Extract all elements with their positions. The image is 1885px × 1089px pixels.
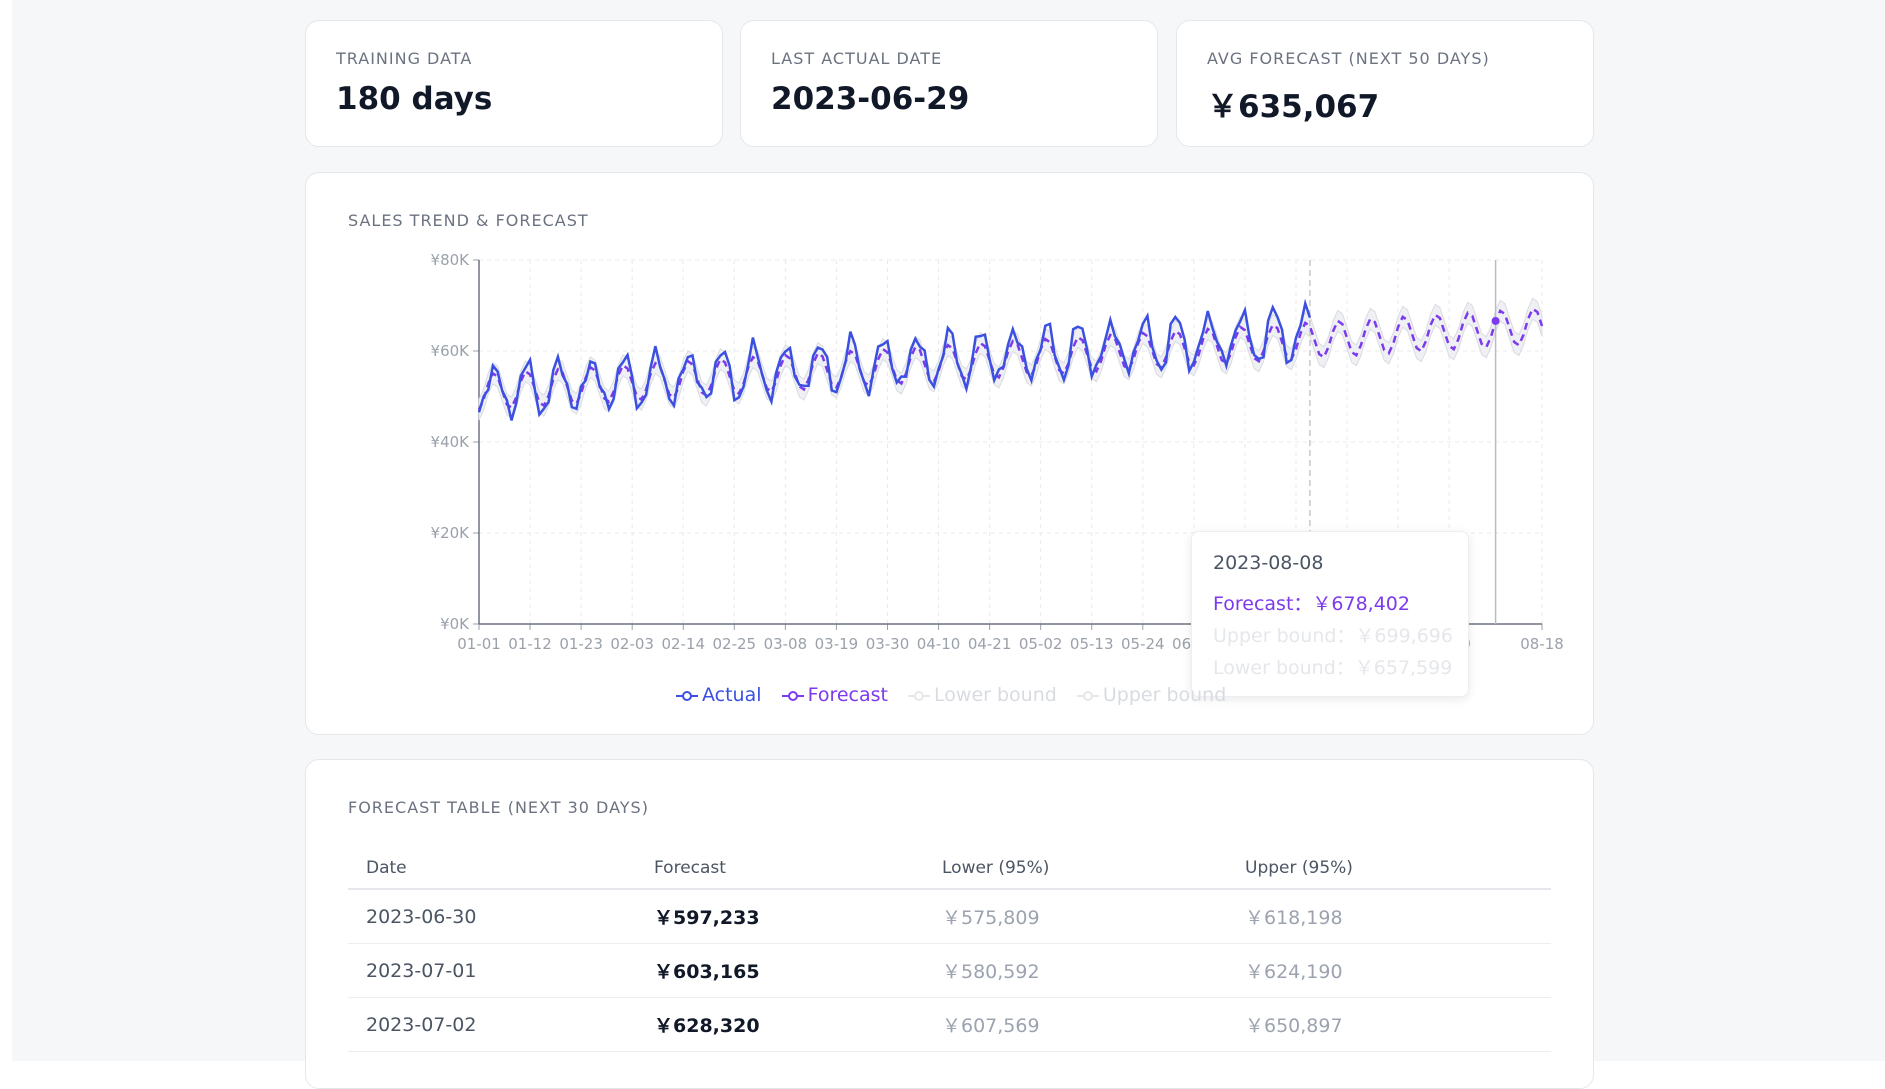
cell-date: 2023-07-02 [348, 997, 636, 1052]
x-tick-label: 01-12 [508, 635, 552, 653]
stat-value: 2023-06-29 [771, 81, 970, 117]
stat-card-last-actual-date: LAST ACTUAL DATE 2023-06-29 [740, 20, 1158, 147]
stat-card-avg-forecast: AVG FORECAST (NEXT 50 DAYS) ￥635,067 [1176, 20, 1594, 147]
col-date-header: Date [348, 848, 636, 890]
chart-tooltip: 2023-08-08 Forecast：￥678,402 Upper bound… [1191, 531, 1469, 697]
cell-lower: ￥580,592 [924, 943, 1227, 998]
tooltip-forecast: Forecast：￥678,402 [1213, 593, 1410, 615]
chart-legend: Actual Forecast Lower bound Upper bound [676, 684, 1240, 706]
table-header-row: Date Forecast Lower (95%) Upper (95%) [348, 848, 1551, 890]
cell-lower: ￥607,569 [924, 997, 1227, 1052]
tooltip-upper-bound: Upper bound：￥699,696 [1213, 625, 1453, 647]
y-tick-label: ¥40K [431, 433, 471, 451]
stat-label: LAST ACTUAL DATE [771, 49, 943, 68]
cell-lower: ￥575,809 [924, 889, 1227, 944]
x-tick-label: 02-14 [661, 635, 705, 653]
cell-date: 2023-06-30 [348, 889, 636, 944]
chart-card: SALES TREND & FORECAST ¥0K ¥20K ¥40K ¥60K ¥8… [305, 172, 1594, 735]
legend-upper-bound[interactable]: Upper bound [1076, 684, 1227, 706]
x-tick-label: 05-13 [1070, 635, 1114, 653]
cell-upper: ￥624,190 [1227, 943, 1551, 998]
x-tick-label: 02-25 [713, 635, 757, 653]
y-tick-label: ¥80K [431, 251, 471, 269]
x-tick-label: 08-18 [1520, 635, 1564, 653]
table-card: FORECAST TABLE (NEXT 30 DAYS) Date Forec… [305, 759, 1594, 1089]
legend-forecast-marker [781, 690, 804, 702]
legend-actual-label: Actual [702, 684, 762, 706]
x-tick-label: 04-21 [968, 635, 1012, 653]
legend-upper-label: Upper bound [1102, 684, 1227, 706]
x-tick-label: 01-01 [457, 635, 501, 653]
y-tick-label: ¥0K [440, 615, 470, 633]
x-tick-label: 05-02 [1019, 635, 1063, 653]
cell-forecast: ￥628,320 [636, 997, 924, 1052]
stat-label: AVG FORECAST (NEXT 50 DAYS) [1207, 49, 1490, 68]
tooltip-date: 2023-08-08 [1213, 552, 1324, 574]
cell-upper: ￥618,198 [1227, 889, 1551, 944]
table-row: 2023-07-02 ￥628,320 ￥607,569 ￥650,897 [348, 997, 1551, 1052]
col-lower-header: Lower (95%) [924, 848, 1227, 890]
legend-actual-marker [676, 690, 698, 702]
cell-forecast: ￥603,165 [636, 943, 924, 998]
cell-date: 2023-07-01 [348, 943, 636, 998]
stat-label: TRAINING DATA [336, 49, 473, 68]
col-upper-header: Upper (95%) [1227, 848, 1551, 890]
legend-lower-bound[interactable]: Lower bound [908, 684, 1057, 706]
y-tick-label: ¥60K [431, 342, 471, 360]
legend-upper-marker [1076, 690, 1099, 702]
cell-forecast: ￥597,233 [636, 889, 924, 944]
table-row: 2023-06-30 ￥597,233 ￥575,809 ￥618,198 [348, 889, 1551, 944]
legend-actual[interactable]: Actual [676, 684, 762, 706]
chart-title: SALES TREND & FORECAST [348, 211, 589, 230]
stat-value: ￥635,067 [1207, 89, 1380, 125]
x-tick-label: 04-10 [917, 635, 961, 653]
y-tick-label: ¥20K [431, 524, 471, 542]
forecast-line [477, 306, 1544, 411]
x-tick-label: 01-23 [559, 635, 603, 653]
legend-lower-label: Lower bound [934, 684, 1057, 706]
x-tick-label: 03-08 [764, 635, 808, 653]
legend-forecast-label: Forecast [807, 684, 888, 706]
hover-point [1491, 316, 1500, 325]
x-tick-label: 03-30 [866, 635, 910, 653]
dashboard-page: TRAINING DATA 180 days LAST ACTUAL DATE … [12, 0, 1885, 1089]
table-row: 2023-07-01 ￥603,165 ￥580,592 ￥624,190 [348, 943, 1551, 998]
stat-card-training-data: TRAINING DATA 180 days [305, 20, 723, 147]
x-tick-label: 05-24 [1121, 635, 1165, 653]
forecast-table: Date Forecast Lower (95%) Upper (95%) 20… [348, 848, 1551, 1052]
col-forecast-header: Forecast [636, 848, 924, 890]
table-title: FORECAST TABLE (NEXT 30 DAYS) [348, 798, 649, 817]
legend-lower-marker [908, 690, 931, 702]
confidence-band [478, 297, 1543, 421]
actual-line [477, 298, 1312, 421]
tooltip-lower-bound: Lower bound：￥657,599 [1213, 657, 1453, 679]
cell-upper: ￥650,897 [1227, 997, 1551, 1052]
x-tick-label: 02-03 [610, 635, 654, 653]
x-tick-label: 03-19 [815, 635, 859, 653]
stat-value: 180 days [336, 81, 493, 117]
legend-forecast[interactable]: Forecast [781, 684, 888, 706]
